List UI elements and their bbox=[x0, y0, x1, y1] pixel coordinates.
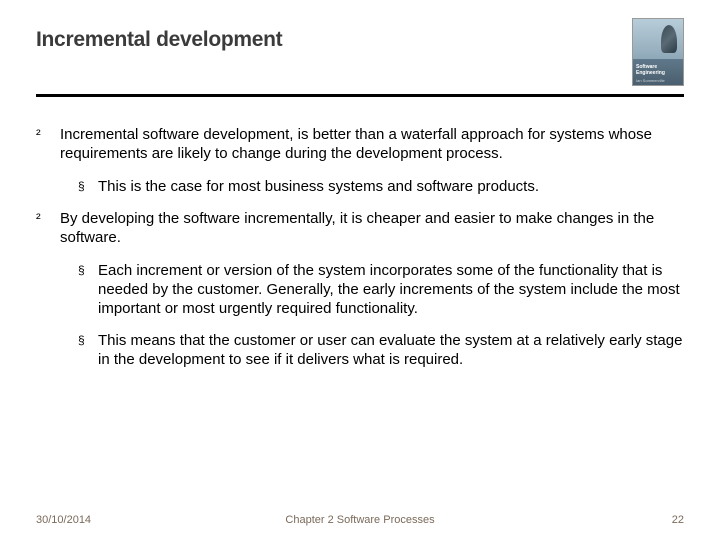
diamond-bullet-icon: ² bbox=[36, 125, 60, 163]
footer-date: 30/10/2014 bbox=[36, 514, 91, 526]
bullet-text: This is the case for most business syste… bbox=[98, 177, 684, 196]
content-body: ² Incremental software development, is b… bbox=[36, 125, 684, 369]
book-cover-image: Software Engineering Ian Sommerville bbox=[632, 18, 684, 86]
footer-page: 22 bbox=[672, 514, 684, 526]
bullet-text: This means that the customer or user can… bbox=[98, 331, 684, 369]
bullet-text: Each increment or version of the system … bbox=[98, 261, 684, 319]
bullet-level1: ² By developing the software incremental… bbox=[36, 209, 684, 247]
bullet-level2: § This means that the customer or user c… bbox=[78, 331, 684, 369]
title-row: Incremental development Software Enginee… bbox=[36, 28, 684, 86]
bullet-level1: ² Incremental software development, is b… bbox=[36, 125, 684, 163]
bullet-text: Incremental software development, is bet… bbox=[60, 125, 684, 163]
diamond-bullet-icon: ² bbox=[36, 209, 60, 247]
book-author: Ian Sommerville bbox=[636, 78, 665, 83]
square-bullet-icon: § bbox=[78, 331, 98, 369]
square-bullet-icon: § bbox=[78, 177, 98, 196]
slide-title: Incremental development bbox=[36, 28, 282, 52]
square-bullet-icon: § bbox=[78, 261, 98, 319]
slide: Incremental development Software Enginee… bbox=[0, 0, 720, 540]
book-title: Software Engineering bbox=[636, 64, 683, 76]
title-divider bbox=[36, 94, 684, 97]
bullet-level2: § Each increment or version of the syste… bbox=[78, 261, 684, 319]
footer: 30/10/2014 Chapter 2 Software Processes … bbox=[36, 514, 684, 526]
bullet-level2: § This is the case for most business sys… bbox=[78, 177, 684, 196]
bullet-text: By developing the software incrementally… bbox=[60, 209, 684, 247]
footer-chapter: Chapter 2 Software Processes bbox=[285, 514, 434, 526]
